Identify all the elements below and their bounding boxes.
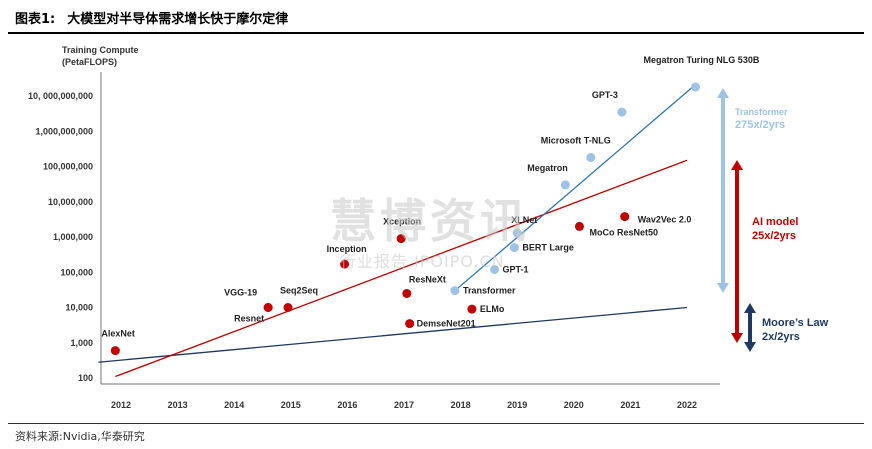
label-megatron-turing-nlg-530b: Megatron Turing NLG 530B — [643, 55, 759, 65]
annotation-ai_model-line1: AI model — [752, 216, 798, 228]
source-note: 资料来源:Nvidia,华泰研究 — [15, 428, 145, 444]
annotation-ai_model-line2: 25x/2yrs — [752, 230, 796, 242]
point-seq2seq — [283, 303, 293, 312]
point-megatron — [560, 180, 570, 190]
y-axis-title-line1: Training Compute — [62, 45, 139, 55]
point-microsoft-t-nlg — [586, 153, 596, 163]
transformer-arrow-head-up — [717, 88, 729, 98]
label-demsenet201: DemseNet201 — [417, 319, 476, 329]
label-gpt-3: GPT-3 — [592, 90, 618, 100]
footer-rule — [8, 423, 864, 424]
x-tick-label: 2014 — [224, 400, 244, 410]
point-resnext — [402, 288, 412, 298]
label-gpt-1: GPT-1 — [503, 264, 529, 274]
x-tick-label: 2016 — [337, 400, 357, 410]
point-elmo — [467, 304, 477, 314]
transformer-arrow-head-down — [717, 283, 729, 293]
y-tick-label: 100 — [78, 373, 93, 383]
y-tick-label: 1,000 — [70, 338, 93, 348]
annotation-moore-line1: Moore’s Law — [762, 317, 829, 329]
x-tick-label: 2019 — [507, 400, 527, 410]
annotation-moore-line2: 2x/2yrs — [762, 331, 800, 343]
point-xlnet — [512, 228, 522, 238]
trend-line-moore-s-law — [98, 306, 688, 363]
annotation-transformer-line1: Transformer — [735, 107, 788, 117]
point-demsenet201 — [405, 319, 415, 329]
x-tick-label: 2018 — [451, 400, 471, 410]
label-moco-resnet50: MoCo ResNet50 — [589, 227, 658, 237]
label-seq2seq: Seq2Seq — [280, 286, 318, 296]
figure-number: 图表1: — [15, 12, 56, 27]
y-tick-label: 100,000 — [60, 267, 93, 277]
x-tick-label: 2013 — [168, 400, 188, 410]
label-vgg-19: VGG-19 — [224, 288, 257, 298]
label-xception: Xception — [383, 217, 421, 227]
watermark-subtext: 行业报告 IPOIPO.CN — [340, 252, 505, 271]
x-tick-label: 2017 — [394, 400, 414, 410]
point-gpt-1 — [490, 264, 500, 274]
label-elmo: ELMo — [480, 304, 505, 314]
source-text: Nvidia — [62, 430, 98, 443]
point-inception — [340, 259, 350, 269]
point-bert-large — [509, 243, 519, 253]
y-tick-label: 10,000,000 — [48, 197, 93, 207]
point-transformer — [450, 286, 460, 296]
label-microsoft-t-nlg: Microsoft T-NLG — [541, 136, 611, 146]
y-tick-label: 1,000,000 — [53, 232, 93, 242]
figure-title: 大模型对半导体需求增长快于摩尔定律 — [67, 12, 289, 27]
label-transformer: Transformer — [463, 286, 516, 296]
point-wav2vec-2-0 — [620, 212, 630, 222]
x-tick-label: 2015 — [281, 400, 301, 410]
moore-arrow-head-up — [744, 303, 756, 313]
point-resnet — [263, 303, 273, 312]
y-tick-label: 100,000,000 — [43, 162, 93, 172]
label-xlnet: XLNet — [511, 215, 537, 225]
label-alexnet: AlexNet — [101, 329, 135, 339]
label-wav2vec-2-0: Wav2Vec 2.0 — [638, 215, 692, 225]
trend-line-ai-model — [115, 159, 688, 378]
source-text-2: 华泰研究 — [100, 430, 145, 443]
point-alexnet — [110, 346, 120, 356]
point-gpt-3 — [617, 107, 627, 117]
x-tick-label: 2020 — [564, 400, 584, 410]
watermark-text: 慧博资讯 — [330, 194, 530, 248]
point-xception — [396, 234, 406, 244]
x-tick-label: 2022 — [677, 400, 697, 410]
source-separator: , — [97, 430, 101, 443]
point-moco-resnet50 — [574, 221, 584, 231]
label-megatron: Megatron — [527, 163, 568, 173]
x-tick-label: 2012 — [111, 400, 131, 410]
annotation-transformer-line2: 275x/2yrs — [735, 119, 785, 131]
label-inception: Inception — [327, 244, 367, 254]
x-tick-label: 2021 — [620, 400, 640, 410]
y-tick-label: 10,000 — [65, 303, 93, 313]
figure-header: 图表1: 大模型对半导体需求增长快于摩尔定律 — [15, 8, 288, 27]
label-bert-large: BERT Large — [522, 243, 574, 253]
y-axis-title-line2: (PetaFLOPS) — [62, 57, 117, 67]
moore-arrow-head-down — [744, 342, 756, 352]
label-resnext: ResNeXt — [409, 274, 446, 284]
label-resnet: Resnet — [234, 314, 264, 324]
y-tick-label: 10, 000,000,000 — [28, 91, 93, 101]
header-rule — [8, 32, 864, 34]
ai-model-arrow-head-down — [731, 333, 743, 343]
source-label: 资料来源: — [15, 430, 63, 443]
y-tick-label: 1,000,000,000 — [35, 126, 93, 136]
point-megatron-turing-nlg-530b — [690, 82, 700, 92]
ai-model-arrow-head-up — [731, 160, 743, 170]
trend-line-transformer — [454, 86, 694, 292]
